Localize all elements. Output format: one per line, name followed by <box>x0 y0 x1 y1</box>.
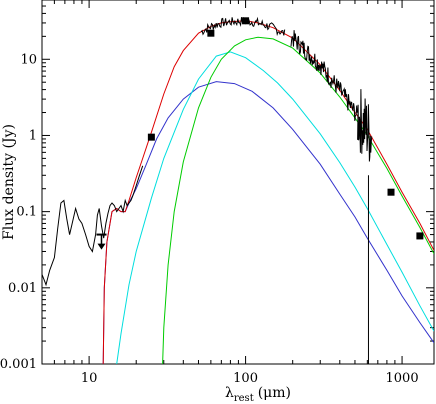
green-model-curve <box>162 36 434 364</box>
y-tick-label: 0.1 <box>16 205 37 220</box>
cyan-model-curve <box>116 51 434 364</box>
x-axis-label-unit: (μm) <box>258 385 291 401</box>
photometry-point <box>387 188 395 196</box>
y-axis-label: Flux density (Jy) <box>1 124 17 240</box>
photometry-point <box>416 232 424 240</box>
photometry-point <box>207 29 215 37</box>
spectrum-line <box>42 165 144 287</box>
upper-limits <box>96 233 107 250</box>
x-tick-labels: 10 100 1000 <box>81 371 419 386</box>
tick-marks <box>41 0 434 365</box>
y-tick-label: 0.01 <box>8 281 37 296</box>
model-curves <box>102 20 434 364</box>
blue-model-curve <box>102 81 434 364</box>
y-tick-label: 0.001 <box>0 357 37 372</box>
observed-spectrum <box>42 16 373 364</box>
x-tick-label: 10 <box>81 371 98 386</box>
photometry-point <box>147 133 155 141</box>
x-tick-label: 100 <box>233 371 258 386</box>
x-axis-label-symbol: λ <box>225 385 234 401</box>
y-tick-label: 1 <box>29 128 37 143</box>
spectrum-submm-segment <box>290 30 358 121</box>
y-tick-labels: 0.001 0.01 0.1 1 10 <box>0 52 37 372</box>
x-axis-label-subscript: rest <box>234 393 254 404</box>
upper-limit-arrowhead <box>97 243 106 250</box>
x-axis-label: λrest (μm) <box>225 385 291 404</box>
photometry-points <box>147 17 424 240</box>
photometry-point <box>242 17 250 25</box>
y-tick-label: 10 <box>20 52 37 67</box>
spectrum-noisy-tail <box>357 89 373 162</box>
x-tick-label: 1000 <box>386 371 419 386</box>
